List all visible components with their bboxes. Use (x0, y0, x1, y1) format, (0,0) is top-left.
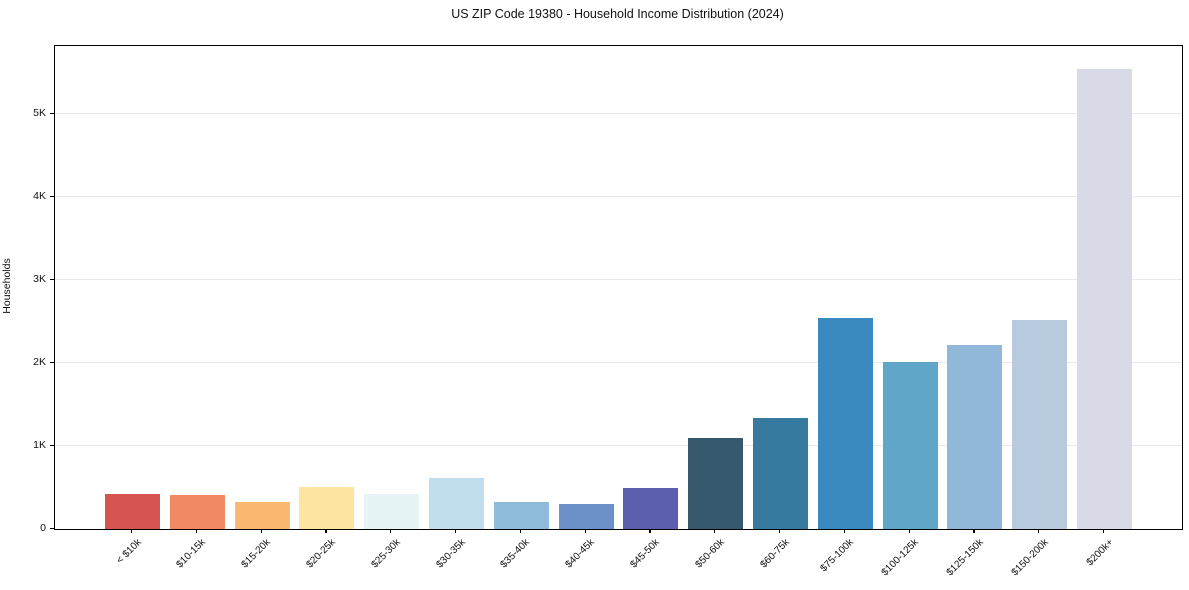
x-tick-label: $10-15k (174, 537, 209, 571)
bar-100-125k (882, 362, 938, 529)
x-tick-label: $30-35k (433, 537, 468, 571)
y-tick-label: 3K (33, 273, 46, 286)
plot-area (54, 45, 1183, 530)
x-tick-label: < $10k (114, 537, 144, 567)
bar-15-20k (234, 502, 290, 529)
x-tick-mark (779, 529, 781, 534)
x-tick-label: $60-75k (757, 537, 792, 571)
bar-45-50k (623, 487, 679, 529)
x-tick-mark (195, 529, 197, 534)
bar-20-25k (299, 486, 355, 529)
y-tick-mark (50, 527, 54, 529)
y-tick-label: 1K (33, 439, 46, 451)
gridline-1k (55, 445, 1182, 447)
x-tick-mark (908, 529, 910, 534)
x-tick-label: $200k+ (1084, 537, 1116, 569)
x-tick-mark (584, 529, 586, 534)
x-tick-label: $45-50k (628, 537, 662, 571)
y-axis-label: Households (1, 258, 13, 314)
bar-35-40k (493, 501, 549, 529)
y-tick-label: 0 (40, 522, 46, 534)
x-tick-label: $35-40k (498, 537, 533, 571)
x-tick-label: $100-125k (879, 537, 921, 579)
x-tick-label: $75-100k (818, 537, 857, 575)
x-tick-mark (325, 529, 327, 534)
y-tick-mark (50, 112, 54, 114)
bar-10k (105, 494, 160, 529)
bar-40-45k (558, 504, 614, 529)
chart-title: US ZIP Code 19380 - Household Income Dis… (451, 7, 784, 21)
bar-10-15k (169, 494, 225, 529)
y-tick-mark (50, 195, 54, 197)
y-tick-label: 4K (33, 190, 46, 203)
bar-25-30k (364, 494, 420, 529)
x-tick-mark (260, 529, 262, 534)
x-tick-mark (649, 529, 651, 534)
bar-60-75k (753, 417, 808, 529)
gridline-2k (55, 362, 1182, 364)
x-tick-mark (1103, 529, 1105, 534)
x-tick-label: $40-45k (563, 537, 597, 571)
y-tick-mark (50, 361, 54, 363)
bar-150-200k (1012, 319, 1068, 529)
y-tick-label: 2K (33, 356, 46, 369)
x-tick-mark (519, 529, 521, 534)
x-tick-label: $125-150k (944, 537, 986, 579)
gridline-4k (55, 196, 1182, 198)
bar-75-100k (817, 318, 873, 529)
x-tick-label: $25-30k (369, 537, 403, 571)
x-tick-mark (714, 529, 716, 534)
bar-200k (1077, 69, 1132, 529)
bar-30-35k (429, 478, 484, 529)
y-tick-label: 5K (33, 107, 46, 120)
x-tick-mark (843, 529, 845, 534)
y-tick-mark (50, 444, 54, 446)
y-tick-mark (50, 278, 54, 280)
x-tick-mark (1038, 529, 1040, 534)
x-tick-label: $20-25k (304, 537, 338, 571)
gridline-3k (55, 279, 1182, 281)
x-tick-label: $150-200k (1009, 537, 1051, 579)
x-tick-label: $50-60k (693, 537, 727, 571)
x-tick-mark (973, 529, 975, 534)
x-tick-mark (131, 529, 133, 534)
x-tick-label: $15-20k (239, 537, 273, 571)
gridline-5k (55, 113, 1182, 115)
x-tick-mark (455, 529, 457, 534)
x-tick-mark (390, 529, 392, 534)
bar-125-150k (947, 344, 1003, 529)
bar-50-60k (688, 437, 744, 529)
